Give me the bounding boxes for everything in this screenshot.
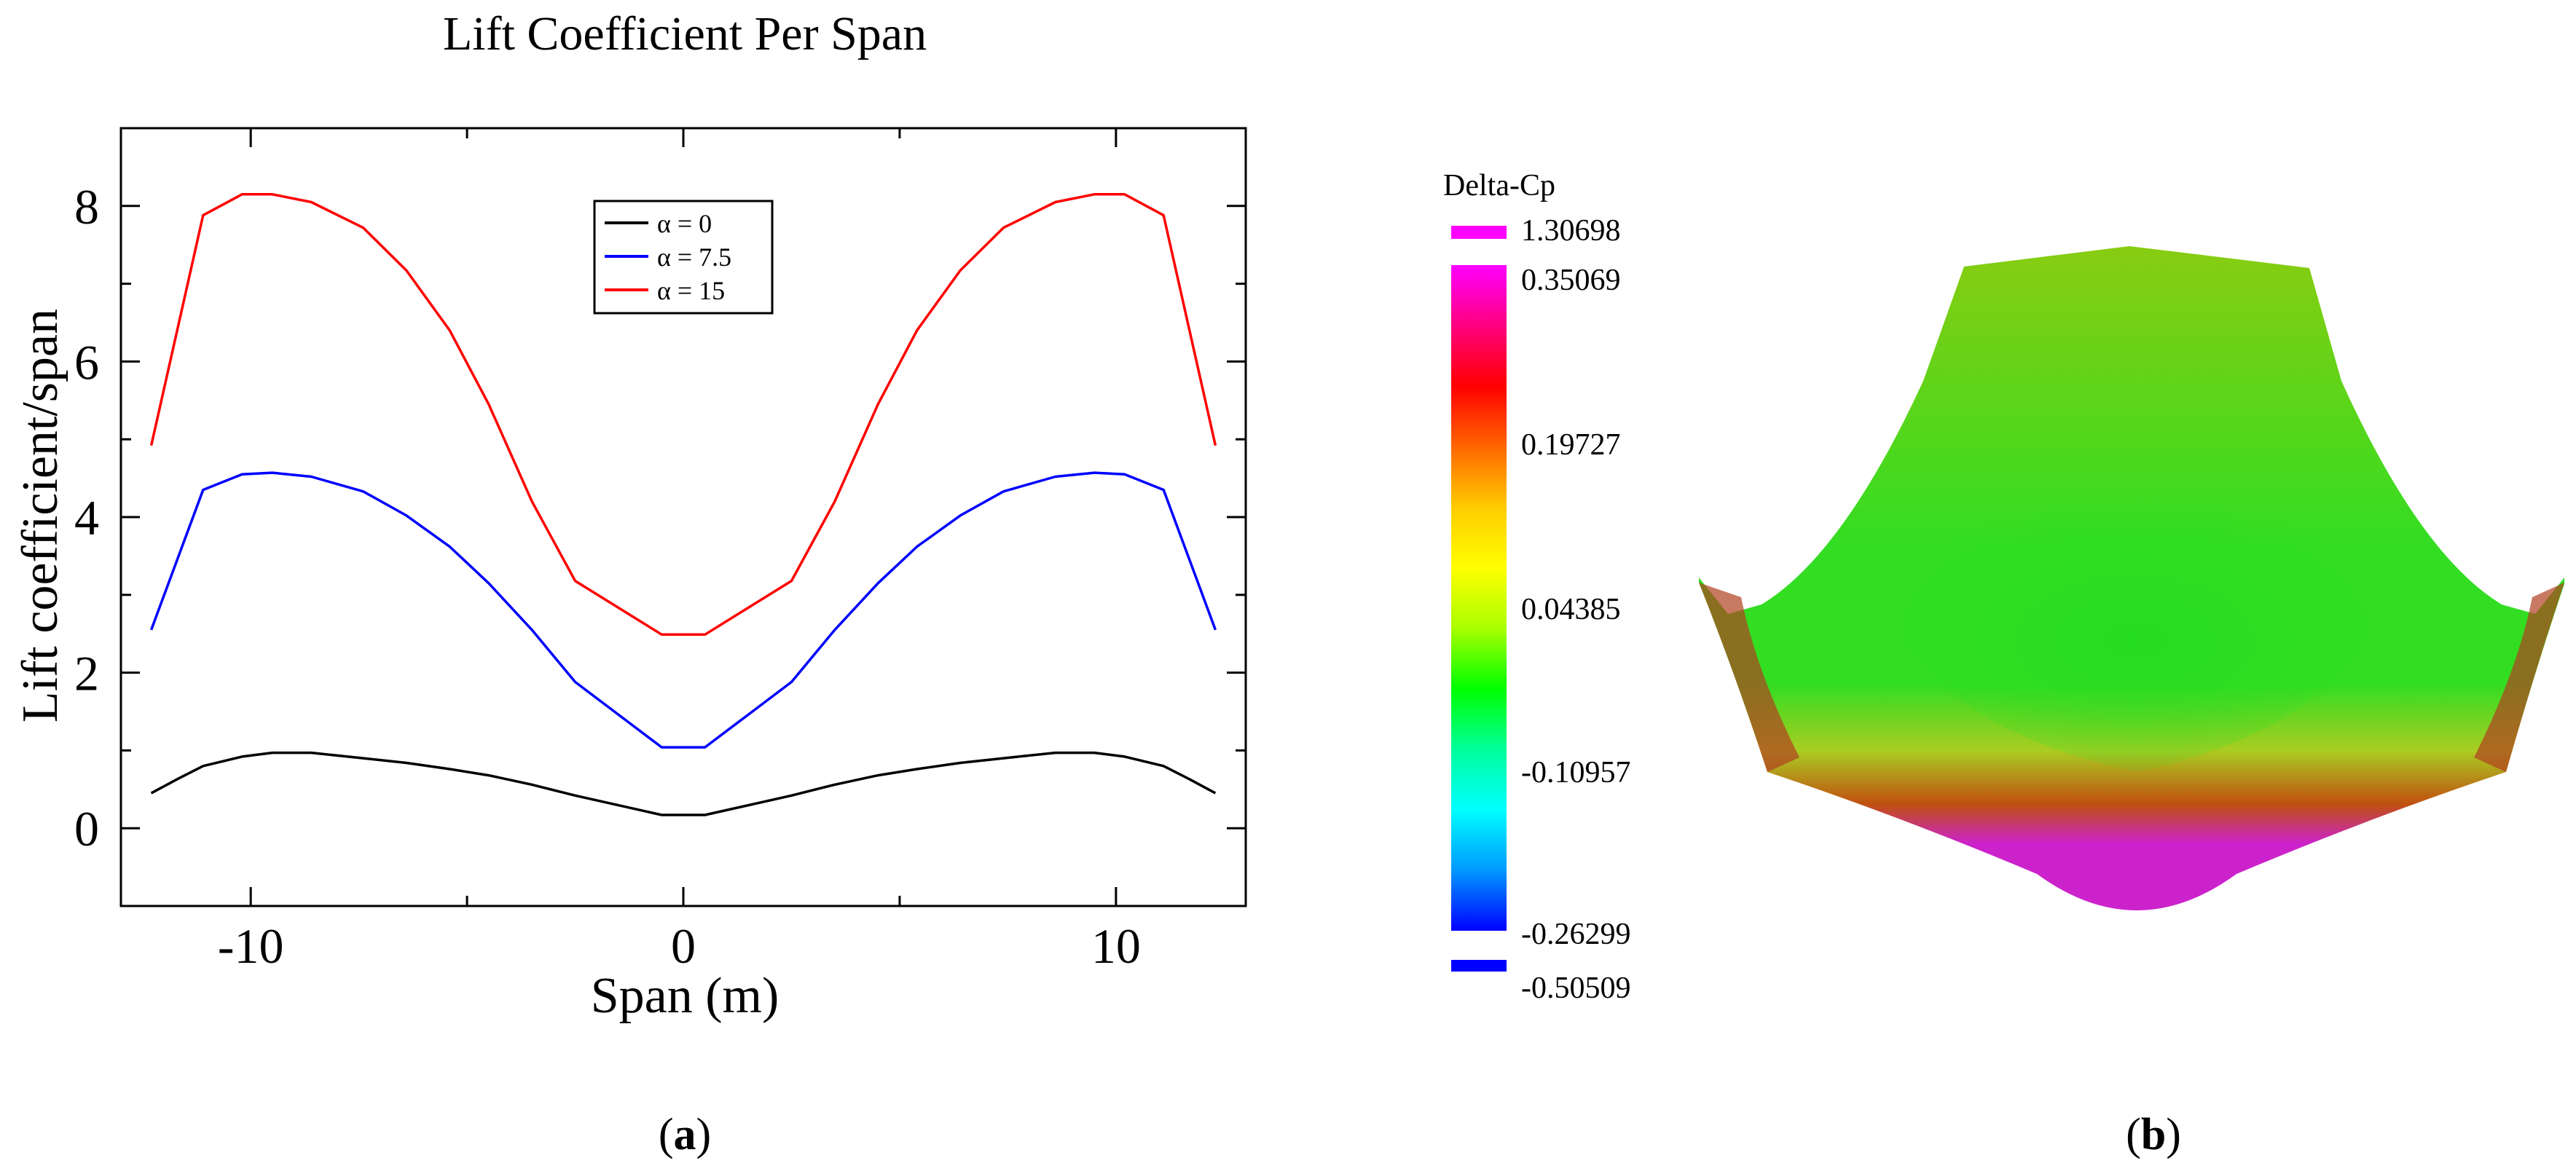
wing-center-glow — [1865, 481, 2404, 772]
x-axis-label: Span (m) — [591, 968, 780, 1024]
chart-title: Lift Coefficient Per Span — [443, 7, 927, 60]
colorbar-tick-label: 0.19727 — [1521, 428, 1621, 462]
axis-ticks: 0 2 4 6 8 -10 0 10 — [74, 127, 1246, 974]
wing-left-edge-band — [1699, 583, 1799, 772]
series-lines — [149, 193, 1217, 816]
legend-label: α = 15 — [657, 276, 725, 305]
series-line — [149, 193, 1217, 637]
y-tick-label: 0 — [74, 801, 99, 856]
colorbar-tick-label: -0.26299 — [1521, 918, 1631, 951]
x-tick-label: -10 — [218, 918, 284, 974]
colorbar-over-swatch — [1451, 226, 1507, 239]
colorbar-gradient — [1451, 265, 1507, 931]
colorbar-tick-label: 0.04385 — [1521, 593, 1621, 626]
x-tick-label: 0 — [671, 918, 696, 974]
panel-b-colorbar: Delta-Cp 1.30698 0.35069 0.19727 0.04385 -0… — [1443, 169, 1630, 1005]
legend: α = 0 α = 7.5 α = 15 — [593, 200, 774, 315]
colorbar-tick-label: -0.10957 — [1521, 756, 1631, 789]
colorbar-tick-label: 0.35069 — [1521, 264, 1621, 297]
y-tick-label: 4 — [74, 490, 99, 545]
colorbar-under-swatch — [1451, 960, 1507, 972]
panel-a-caption: (a) — [659, 1110, 711, 1159]
legend-label: α = 0 — [657, 209, 712, 238]
y-tick-label: 6 — [74, 334, 99, 390]
colorbar-tick-labels: 0.35069 0.19727 0.04385 -0.10957 -0.26299 — [1521, 264, 1631, 951]
legend-items: α = 0 α = 7.5 α = 15 — [605, 209, 731, 305]
legend-label: α = 7.5 — [657, 243, 731, 272]
panel-b-surface: (b) — [1699, 246, 2564, 1159]
colorbar-title: Delta-Cp — [1443, 169, 1555, 202]
y-tick-label: 8 — [74, 179, 99, 235]
wing-right-edge-band — [2474, 583, 2564, 772]
x-tick-label: 10 — [1091, 918, 1141, 974]
plot-area: 0 2 4 6 8 -10 0 10 — [74, 127, 1247, 974]
panel-b-caption: (b) — [2126, 1110, 2181, 1159]
y-axis-label: Lift coefficient/span — [12, 309, 68, 722]
panel-a-chart: Lift Coefficient Per Span 0 2 4 6 8 -10 0 10 Sp… — [12, 7, 1247, 1159]
series-line — [149, 471, 1217, 749]
y-tick-label: 2 — [74, 646, 99, 701]
series-line — [150, 751, 1217, 816]
colorbar-under-label: -0.50509 — [1521, 972, 1631, 1005]
colorbar-over-label: 1.30698 — [1521, 214, 1621, 248]
